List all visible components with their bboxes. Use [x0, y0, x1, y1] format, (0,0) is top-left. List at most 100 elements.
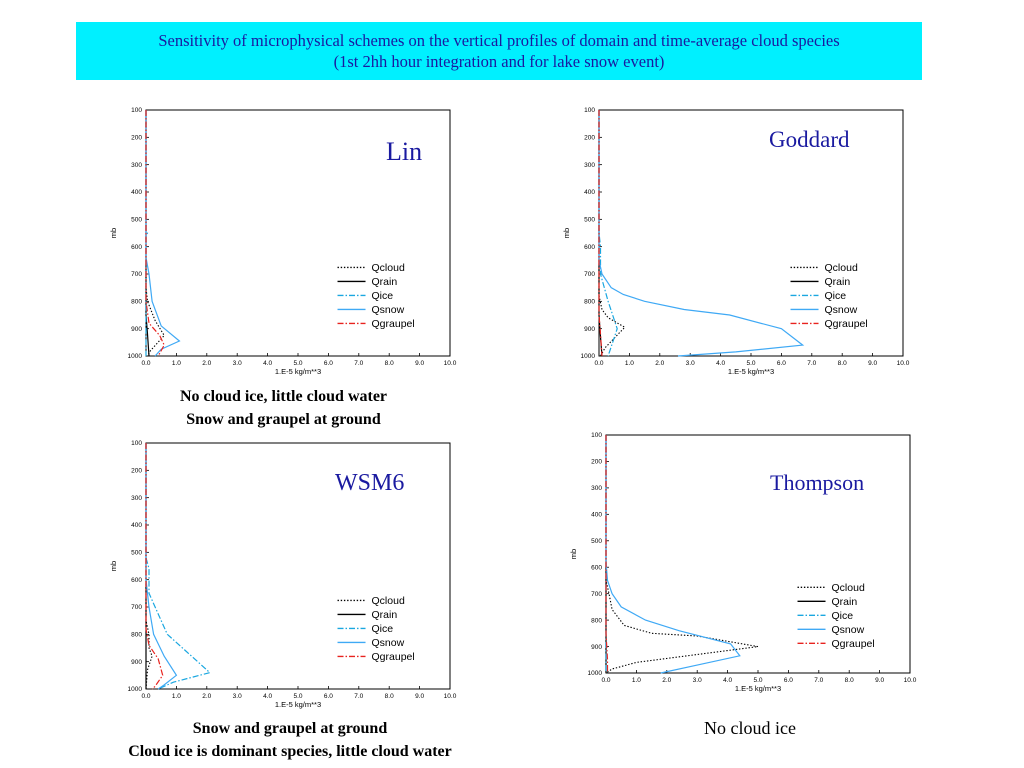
chart-thompson-y-tick-label: 200	[591, 459, 602, 466]
header-title-line1: Sensitivity of microphysical schemes on …	[158, 31, 840, 50]
chart-goddard-y-tick-label: 700	[584, 271, 595, 278]
chart-thompson-x-tick-label: 7.0	[814, 677, 823, 684]
chart-lin-y-tick-label: 200	[131, 135, 142, 142]
chart-wsm6-y-tick-label: 700	[131, 604, 142, 611]
scheme-label-thompson: Thompson	[770, 470, 865, 495]
chart-goddard-y-tick-label: 200	[584, 135, 595, 142]
chart-wsm6-y-tick-label: 100	[131, 440, 142, 447]
chart-wsm6-legend-label-qcloud: Qcloud	[372, 595, 405, 607]
chart-thompson-x-tick-label: 6.0	[784, 677, 793, 684]
chart-goddard-y-tick-label: 1000	[581, 353, 596, 360]
chart-lin-y-tick-label: 900	[131, 326, 142, 333]
chart-wsm6-x-tick-label: 4.0	[263, 693, 272, 700]
chart-goddard-y-tick-label: 500	[584, 217, 595, 224]
chart-lin-legend-label-qcloud: Qcloud	[372, 262, 405, 274]
chart-lin-series-qcloud	[145, 110, 165, 357]
chart-thompson-x-tick-label: 0.0	[601, 677, 610, 684]
chart-goddard-y-tick-label: 400	[584, 189, 595, 196]
chart-wsm6-y-tick-label: 200	[131, 468, 142, 475]
chart-wsm6-y-tick-label: 800	[131, 632, 142, 639]
chart-wsm6-x-tick-label: 7.0	[354, 693, 363, 700]
chart-lin-legend-label-qgraupel: Qgraupel	[372, 318, 415, 330]
chart-lin-series-qgraupel	[145, 110, 165, 357]
chart-wsm6-legend-label-qice: Qice	[372, 623, 394, 635]
chart-thompson-legend-label-qrain: Qrain	[832, 596, 858, 608]
chart-thompson-y-axis-label: mb	[569, 549, 578, 559]
chart-goddard-x-tick-label: 5.0	[746, 360, 755, 367]
chart-lin-y-tick-label: 400	[131, 189, 142, 196]
header-banner: Sensitivity of microphysical schemes on …	[76, 22, 922, 80]
chart-wsm6-y-tick-label: 300	[131, 495, 142, 502]
chart-thompson-legend-label-qsnow: Qsnow	[832, 624, 865, 636]
caption-lin-line2: Snow and graupel at ground	[186, 411, 381, 428]
chart-goddard-legend-label-qrain: Qrain	[825, 276, 851, 288]
chart-goddard-series-qice	[598, 110, 618, 357]
chart-thompson-x-tick-label: 1.0	[632, 677, 641, 684]
chart-thompson-y-tick-label: 300	[591, 485, 602, 492]
chart-lin-x-tick-label: 8.0	[385, 360, 394, 367]
chart-thompson-x-tick-label: 2.0	[662, 677, 671, 684]
chart-goddard-x-tick-label: 2.0	[655, 360, 664, 367]
chart-goddard-y-tick-label: 300	[584, 162, 595, 169]
chart-goddard-x-axis-label: 1.E-5 kg/m**3	[728, 367, 774, 376]
chart-goddard-x-tick-label: 6.0	[777, 360, 786, 367]
chart-goddard-series-qcloud	[598, 110, 626, 357]
chart-lin-y-axis-label: mb	[109, 228, 118, 238]
chart-thompson-y-tick-label: 100	[591, 432, 602, 439]
chart-wsm6-x-tick-label: 0.0	[141, 693, 150, 700]
chart-wsm6: 0.0 1.0 2.0 3.0 4.0 5.0 6.0 7.0 8.0 9.0 10.0 100 200…	[109, 440, 457, 709]
chart-thompson-x-tick-label: 10.0	[904, 677, 917, 684]
chart-lin-y-tick-label: 700	[131, 271, 142, 278]
chart-thompson-y-tick-label: 600	[591, 564, 602, 571]
chart-wsm6-legend-label-qgraupel: Qgraupel	[372, 651, 415, 663]
chart-goddard-x-tick-label: 1.0	[625, 360, 634, 367]
chart-thompson-series-qcloud	[605, 435, 759, 674]
chart-thompson-y-tick-label: 500	[591, 538, 602, 545]
chart-thompson-y-tick-label: 800	[591, 617, 602, 624]
chart-wsm6-x-axis-label: 1.E-5 kg/m**3	[275, 700, 321, 709]
chart-lin-legend-label-qsnow: Qsnow	[372, 304, 405, 316]
chart-thompson-legend-label-qcloud: Qcloud	[832, 582, 865, 594]
chart-goddard: 0.0 1.0 2.0 3.0 4.0 5.0 6.0 7.0 8.0 9.0 10.0 100 200…	[562, 107, 910, 376]
chart-goddard-legend-label-qsnow: Qsnow	[825, 304, 858, 316]
chart-thompson-legend-label-qice: Qice	[832, 610, 854, 622]
chart-lin-x-tick-label: 2.0	[202, 360, 211, 367]
chart-thompson-x-tick-label: 5.0	[753, 677, 762, 684]
chart-lin-x-tick-label: 5.0	[293, 360, 302, 367]
chart-thompson-y-tick-label: 900	[591, 644, 602, 651]
chart-lin-x-tick-label: 9.0	[415, 360, 424, 367]
chart-lin: 0.0 1.0 2.0 3.0 4.0 5.0 6.0 7.0 8.0 9.0 10.0 100 200…	[109, 107, 457, 376]
caption-lin-line1: No cloud ice, little cloud water	[179, 388, 388, 405]
chart-wsm6-x-tick-label: 3.0	[233, 693, 242, 700]
chart-thompson-legend-label-qgraupel: Qgraupel	[832, 638, 875, 650]
chart-lin-y-tick-label: 800	[131, 299, 142, 306]
chart-thompson-y-tick-label: 1000	[588, 670, 603, 677]
chart-lin-x-tick-label: 0.0	[141, 360, 150, 367]
scheme-label-lin: Lin	[386, 137, 423, 166]
chart-goddard-x-tick-label: 4.0	[716, 360, 725, 367]
chart-goddard-y-tick-label: 100	[584, 107, 595, 114]
chart-goddard-y-tick-label: 900	[584, 326, 595, 333]
chart-thompson-y-tick-label: 700	[591, 591, 602, 598]
chart-thompson-series-qsnow	[605, 435, 741, 674]
chart-goddard-y-tick-label: 600	[584, 244, 595, 251]
chart-wsm6-y-tick-label: 1000	[128, 686, 143, 693]
chart-thompson-x-tick-label: 3.0	[693, 677, 702, 684]
chart-wsm6-x-tick-label: 8.0	[385, 693, 394, 700]
chart-goddard-legend-label-qcloud: Qcloud	[825, 262, 858, 274]
chart-goddard-y-axis-label: mb	[562, 228, 571, 238]
caption-thompson: No cloud ice	[650, 717, 850, 739]
chart-goddard-x-tick-label: 3.0	[686, 360, 695, 367]
chart-wsm6-y-tick-label: 900	[131, 659, 142, 666]
chart-wsm6-x-tick-label: 1.0	[172, 693, 181, 700]
chart-thompson-x-axis-label: 1.E-5 kg/m**3	[735, 684, 781, 693]
chart-lin-x-axis-label: 1.E-5 kg/m**3	[275, 367, 321, 376]
chart-lin-y-tick-label: 1000	[128, 353, 143, 360]
chart-thompson-series-qgraupel	[605, 435, 609, 673]
scheme-label-wsm6: WSM6	[335, 470, 405, 496]
chart-wsm6-series-qsnow	[145, 443, 178, 690]
chart-wsm6-x-tick-label: 2.0	[202, 693, 211, 700]
chart-lin-y-tick-label: 600	[131, 244, 142, 251]
chart-goddard-legend-label-qgraupel: Qgraupel	[825, 318, 868, 330]
chart-wsm6-x-tick-label: 10.0	[444, 693, 457, 700]
